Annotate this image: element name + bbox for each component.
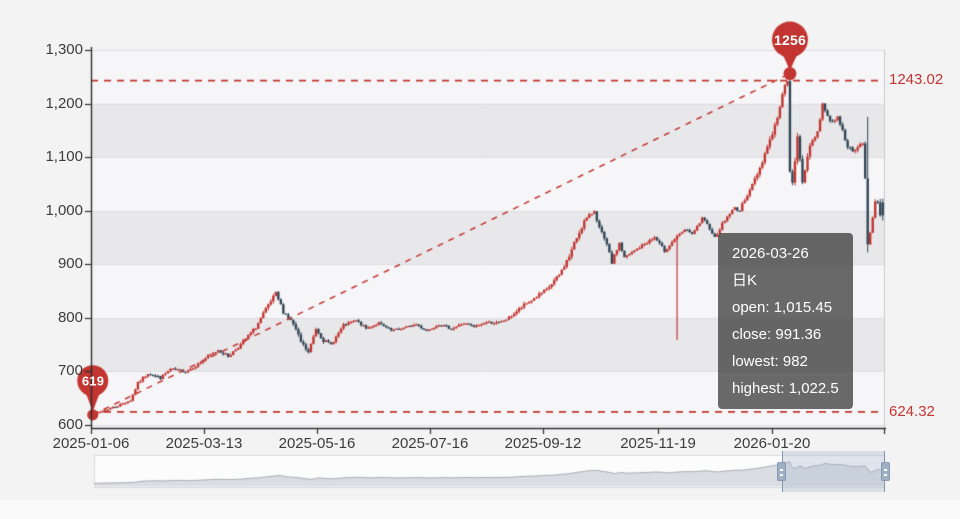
x-axis-label: 2025-07-16 xyxy=(391,435,469,452)
y-axis-label: 1,300 xyxy=(45,41,83,58)
tooltip-open: open: 1,015.45 xyxy=(732,299,833,316)
datazoom-handle-left[interactable] xyxy=(777,462,786,481)
x-axis-label: 2025-11-19 xyxy=(620,435,696,452)
y-axis-label: 700 xyxy=(57,362,83,380)
min-marker-label: 619 xyxy=(81,373,105,389)
x-axis-label: 2025-03-13 xyxy=(165,435,243,452)
markline-low-label: 624.32 xyxy=(889,403,935,420)
x-axis-label: 2025-09-12 xyxy=(504,435,582,452)
datazoom-slider[interactable] xyxy=(94,455,885,488)
y-axis-label: 800 xyxy=(57,308,83,326)
tooltip: 2026-03-26 日K open: 1,015.45 close: 991.… xyxy=(718,233,853,409)
tooltip-highest: highest: 1,022.5 xyxy=(732,380,839,397)
y-axis-label: 1,200 xyxy=(45,94,83,112)
y-axis-label: 900 xyxy=(57,255,83,273)
tooltip-close: close: 991.36 xyxy=(732,326,822,343)
bottom-margin xyxy=(0,500,960,519)
markline-high-label: 1243.02 xyxy=(889,71,944,88)
datazoom-window[interactable] xyxy=(782,451,885,492)
max-marker-label: 1256 xyxy=(774,32,806,48)
x-axis-label: 2026-01-20 xyxy=(733,435,811,452)
datazoom-handle-right[interactable] xyxy=(881,462,890,481)
y-axis-label: 600 xyxy=(57,416,83,433)
x-axis-label: 2025-05-16 xyxy=(278,435,356,452)
x-axis-label: 2025-01-06 xyxy=(52,435,130,452)
y-axis-label: 1,100 xyxy=(45,148,83,166)
tooltip-lowest: lowest: 982 xyxy=(732,353,808,370)
tooltip-date: 2026-03-26 xyxy=(732,245,809,262)
tooltip-series: 日K xyxy=(732,272,758,289)
y-axis-label: 1,000 xyxy=(45,201,83,219)
